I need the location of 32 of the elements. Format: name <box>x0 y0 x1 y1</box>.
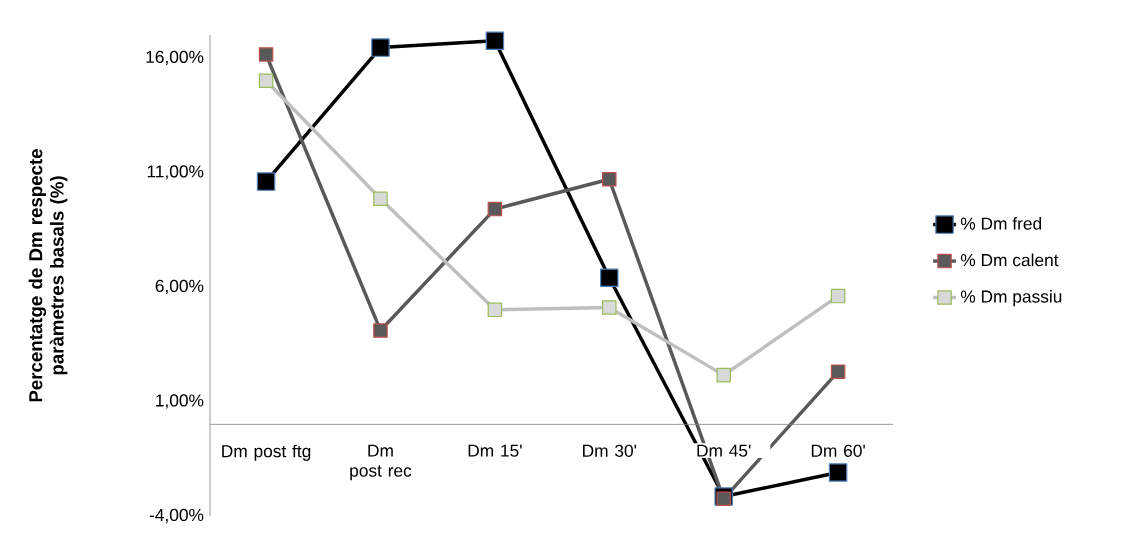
x-tick-label: Dm 60' <box>811 444 865 457</box>
y-tick-label: 11,00% <box>147 165 204 180</box>
point <box>373 323 388 338</box>
y-axis-title: Percentatge de Dm respecte paràmetres basals (%) <box>28 149 68 402</box>
x-tick-label: Dm post rec <box>350 444 412 481</box>
point <box>485 31 505 50</box>
y-tick-label: 16,00% <box>146 50 204 66</box>
point <box>830 288 846 304</box>
point <box>258 47 274 62</box>
y-tick-label: 1,00% <box>156 394 204 409</box>
point <box>600 268 619 288</box>
point <box>716 367 731 383</box>
legend-label: % Dm calent <box>960 253 1059 267</box>
legend-label: % Dm fred <box>960 216 1042 230</box>
point <box>487 201 503 217</box>
point <box>830 364 846 379</box>
point <box>371 38 390 57</box>
point <box>256 172 276 191</box>
legend-label: % Dm passiu <box>960 289 1062 307</box>
point <box>373 191 388 207</box>
point <box>258 73 274 89</box>
x-tick-label: Dm post ftg <box>222 444 311 461</box>
point <box>602 300 617 315</box>
y-tick-label: -4,00% <box>149 508 204 524</box>
point <box>602 172 617 187</box>
x-tick-label: Dm 30' <box>583 444 637 457</box>
x-tick-label: Dm 15' <box>468 444 522 457</box>
point <box>487 302 503 318</box>
point <box>716 491 731 507</box>
y-tick-label: 6,00% <box>155 279 204 295</box>
point <box>828 463 848 482</box>
x-tick-label: Dm 45' <box>697 444 751 457</box>
